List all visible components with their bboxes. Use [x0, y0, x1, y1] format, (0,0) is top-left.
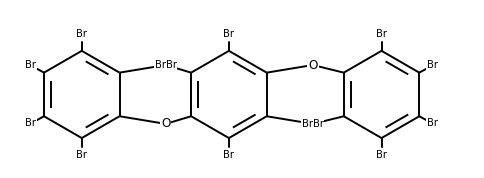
Text: Br: Br: [76, 150, 87, 160]
Text: BrBr: BrBr: [155, 60, 177, 70]
Text: BrBr: BrBr: [302, 119, 324, 129]
Text: Br: Br: [76, 29, 87, 39]
Text: Br: Br: [224, 29, 234, 39]
Text: Br: Br: [376, 29, 387, 39]
Text: O: O: [161, 117, 170, 130]
Text: Br: Br: [224, 150, 234, 160]
Text: Br: Br: [427, 118, 438, 129]
Text: Br: Br: [25, 61, 36, 70]
Text: Br: Br: [25, 118, 36, 129]
Text: Br: Br: [427, 61, 438, 70]
Text: Br: Br: [376, 150, 387, 160]
Text: O: O: [308, 59, 318, 72]
